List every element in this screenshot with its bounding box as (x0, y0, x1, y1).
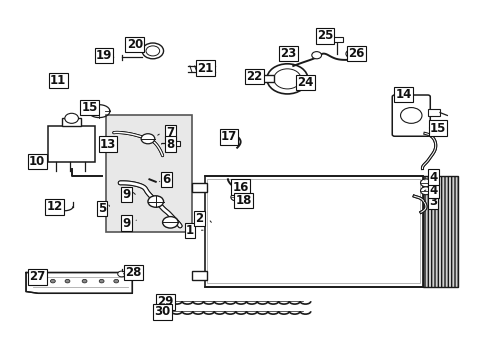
Text: 16: 16 (232, 181, 248, 194)
Text: 4: 4 (428, 184, 436, 197)
Text: 7: 7 (166, 126, 174, 139)
Circle shape (114, 279, 119, 283)
Circle shape (400, 108, 421, 123)
Text: 23: 23 (280, 47, 296, 60)
Text: 12: 12 (46, 201, 62, 213)
Text: 9: 9 (122, 188, 130, 201)
Circle shape (148, 196, 163, 207)
Text: 27: 27 (29, 270, 45, 283)
Bar (330, 37, 343, 42)
Circle shape (311, 51, 321, 59)
Circle shape (142, 43, 163, 59)
Text: 10: 10 (29, 155, 45, 168)
Text: 26: 26 (348, 47, 364, 60)
Bar (206, 179, 419, 283)
Text: 29: 29 (157, 296, 173, 309)
Text: 3: 3 (428, 195, 436, 208)
Circle shape (273, 69, 301, 89)
Text: 15: 15 (81, 101, 98, 114)
Bar (263, 75, 273, 82)
Bar (105, 115, 192, 232)
Circle shape (82, 279, 87, 283)
Circle shape (146, 46, 159, 56)
Text: 17: 17 (220, 130, 237, 144)
Circle shape (230, 194, 240, 201)
Text: 14: 14 (394, 88, 411, 101)
Bar (422, 176, 457, 287)
Text: 18: 18 (235, 194, 251, 207)
Circle shape (420, 187, 430, 195)
Bar (171, 141, 180, 145)
Text: 2: 2 (195, 212, 203, 225)
Text: 22: 22 (245, 70, 262, 83)
Text: 13: 13 (100, 138, 116, 150)
Text: 11: 11 (50, 74, 66, 87)
Circle shape (65, 113, 78, 123)
Circle shape (36, 279, 41, 283)
FancyBboxPatch shape (391, 95, 429, 136)
Circle shape (162, 217, 178, 228)
Bar (192, 183, 206, 192)
Circle shape (345, 49, 357, 58)
Circle shape (50, 279, 55, 283)
Text: 20: 20 (126, 38, 142, 51)
Circle shape (65, 279, 70, 283)
Text: 21: 21 (197, 62, 213, 75)
Text: 6: 6 (162, 173, 170, 186)
Circle shape (141, 134, 155, 144)
Bar (48, 126, 95, 162)
Text: 4: 4 (428, 171, 436, 184)
Polygon shape (26, 273, 132, 293)
Circle shape (118, 271, 125, 277)
Bar (427, 109, 439, 116)
Text: 9: 9 (122, 216, 130, 230)
Circle shape (266, 64, 307, 94)
Text: 19: 19 (96, 49, 112, 62)
Bar (204, 176, 422, 287)
Text: 28: 28 (125, 266, 141, 279)
Bar (192, 271, 206, 280)
Text: 30: 30 (154, 306, 170, 319)
Text: 15: 15 (429, 122, 446, 135)
Circle shape (99, 279, 104, 283)
Text: 5: 5 (98, 202, 106, 215)
Text: 1: 1 (185, 224, 194, 237)
Text: 25: 25 (316, 29, 332, 42)
Text: 24: 24 (297, 76, 313, 89)
Circle shape (420, 179, 430, 187)
Bar (62, 118, 81, 126)
Circle shape (229, 131, 237, 136)
Text: 8: 8 (166, 138, 174, 150)
